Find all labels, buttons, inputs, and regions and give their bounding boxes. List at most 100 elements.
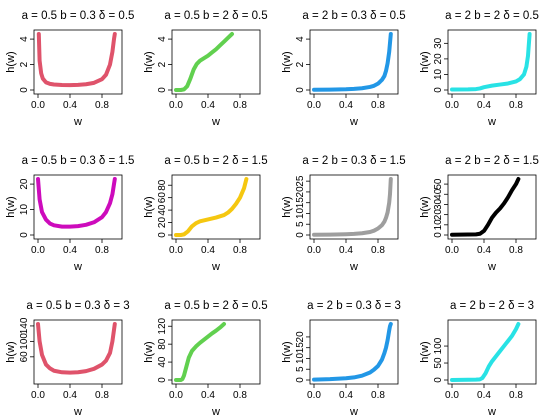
y-tick-label: 100 xyxy=(19,333,30,350)
x-axis-label: w xyxy=(349,116,358,128)
y-tick-label: 10 xyxy=(433,68,444,80)
x-tick-label: 0.0 xyxy=(31,245,45,256)
y-tick-label: 0 xyxy=(433,87,444,93)
x-axis-label: w xyxy=(73,406,82,418)
y-tick-label: 20 xyxy=(433,209,444,221)
y-tick-label: 10 xyxy=(295,207,306,219)
x-tick-label: 0.4 xyxy=(63,100,77,111)
y-tick-label: 100 xyxy=(433,337,444,354)
panel-title: a = 2 b = 2 δ = 0.5 xyxy=(445,10,539,22)
plot-frame xyxy=(171,174,261,240)
x-tick-label: 0.0 xyxy=(445,390,459,401)
panel-title: a = 2 b = 0.3 δ = 3 xyxy=(307,300,401,312)
x-axis-label: w xyxy=(211,406,220,418)
y-tick-label: 4 xyxy=(157,36,168,42)
x-tick-label: 0.0 xyxy=(31,100,45,111)
y-tick-label: 40 xyxy=(157,356,168,368)
x-tick-label: 0.0 xyxy=(169,100,183,111)
y-tick-label: 80 xyxy=(157,338,168,350)
panel-title: a = 0.5 b = 2 δ = 1.5 xyxy=(164,155,267,167)
y-tick-label: 0 xyxy=(433,232,444,238)
y-axis-label: h(w) xyxy=(5,196,17,217)
series-line xyxy=(174,177,249,237)
x-tick-label: 0.8 xyxy=(509,245,523,256)
y-tick-label: 15 xyxy=(295,197,306,209)
y-tick-label: 60 xyxy=(19,351,30,363)
x-tick-label: 0.8 xyxy=(95,100,109,111)
x-tick-label: 0.8 xyxy=(509,390,523,401)
x-tick-label: 0.4 xyxy=(201,390,215,401)
x-tick-label: 0.8 xyxy=(509,100,523,111)
y-tick-label: 50 xyxy=(433,357,444,369)
x-tick-label: 0.4 xyxy=(339,245,353,256)
series-line xyxy=(36,32,117,88)
y-tick-label: 10 xyxy=(295,352,306,364)
y-axis-label: h(w) xyxy=(5,51,17,72)
y-tick-label: 0 xyxy=(157,377,168,383)
x-tick-label: 0.8 xyxy=(95,390,109,401)
y-axis-label: h(w) xyxy=(419,341,431,362)
plot-frame xyxy=(447,319,537,385)
y-axis-label: h(w) xyxy=(143,51,155,72)
y-tick-label: 2 xyxy=(295,61,306,67)
x-tick-label: 0.4 xyxy=(339,100,353,111)
series-line xyxy=(174,32,234,92)
x-tick-label: 0.4 xyxy=(201,100,215,111)
x-tick-label: 0.8 xyxy=(233,245,247,256)
x-tick-label: 0.8 xyxy=(371,100,385,111)
series-line xyxy=(36,177,117,229)
plot-frame xyxy=(309,29,399,95)
y-tick-label: 0 xyxy=(433,377,444,383)
chart-panel-12: 0.0 0.4 0.8 0 50 100 a = 2 b = 2 δ = 3 w h(w) xyxy=(419,300,537,418)
chart-panel-4: 0.0 0.4 0.8 0 10 20 30 a = 2 b = 2 δ = 0.5 w h(w) xyxy=(419,10,539,128)
y-axis-label: h(w) xyxy=(143,341,155,362)
series-line xyxy=(450,322,521,382)
y-tick-label: 0 xyxy=(295,232,306,238)
panel-title: a = 0.5 b = 0.3 δ = 1.5 xyxy=(22,155,135,167)
y-tick-label: 30 xyxy=(433,37,444,49)
chart-panel-10: 0.0 0.4 0.8 0 40 80 120 a = 0.5 b = 2 δ = 0.5 w h… xyxy=(143,300,268,418)
series-line xyxy=(450,177,521,237)
chart-panel-1: 0.0 0.4 0.8 0 2 4 a = 0.5 b = 0.3 δ = 0.5 w h(w) xyxy=(5,10,134,128)
plot-frame xyxy=(33,29,123,95)
x-tick-label: 0.8 xyxy=(233,100,247,111)
x-tick-label: 0.0 xyxy=(169,245,183,256)
y-axis-label: h(w) xyxy=(419,51,431,72)
x-tick-label: 0.0 xyxy=(307,100,321,111)
y-axis-label: h(w) xyxy=(143,196,155,217)
panel-title: a = 0.5 b = 2 δ = 0.5 xyxy=(164,300,267,312)
y-tick-label: 30 xyxy=(433,198,444,210)
y-axis-label: h(w) xyxy=(419,196,431,217)
plot-frame xyxy=(171,319,261,385)
plot-frame xyxy=(447,174,537,240)
y-tick-label: 20 xyxy=(19,178,30,190)
x-axis-label: w xyxy=(487,261,496,273)
panel-title: a = 2 b = 0.3 δ = 1.5 xyxy=(302,155,405,167)
series-line xyxy=(312,322,393,382)
y-axis-label: h(w) xyxy=(281,51,293,72)
x-axis-label: w xyxy=(349,261,358,273)
x-tick-label: 0.4 xyxy=(201,245,215,256)
y-tick-label: 10 xyxy=(19,204,30,216)
plot-frame xyxy=(447,29,537,95)
plot-frame xyxy=(33,174,123,240)
x-tick-label: 0.0 xyxy=(307,390,321,401)
panel-title: a = 0.5 b = 0.3 δ = 0.5 xyxy=(22,10,135,22)
y-tick-label: 2 xyxy=(157,61,168,67)
x-tick-label: 0.0 xyxy=(307,245,321,256)
series-line xyxy=(36,322,117,375)
x-axis-label: w xyxy=(349,406,358,418)
plot-frame xyxy=(309,319,399,385)
x-tick-label: 0.4 xyxy=(63,245,77,256)
chart-panel-2: 0.0 0.4 0.8 0 2 4 a = 0.5 b = 2 δ = 0.5 w h(w) xyxy=(143,10,268,128)
y-tick-label: 5 xyxy=(295,366,306,372)
panel-title: a = 2 b = 0.3 δ = 0.5 xyxy=(302,10,405,22)
x-tick-label: 0.4 xyxy=(63,390,77,401)
x-axis-label: w xyxy=(487,406,496,418)
y-axis-label: h(w) xyxy=(281,196,293,217)
